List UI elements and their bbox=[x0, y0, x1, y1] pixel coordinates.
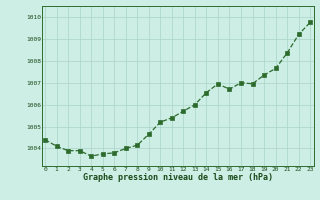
X-axis label: Graphe pression niveau de la mer (hPa): Graphe pression niveau de la mer (hPa) bbox=[83, 173, 273, 182]
